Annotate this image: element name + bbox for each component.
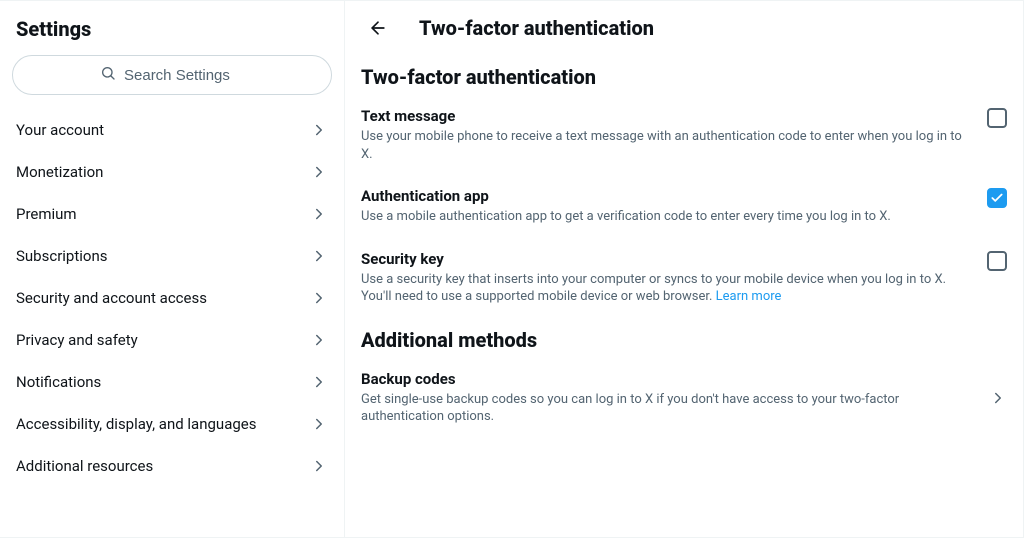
sidebar-item-label: Your account — [16, 121, 104, 139]
nav-item-description: Get single-use backup codes so you can l… — [361, 391, 977, 426]
main-header: Two-factor authentication — [345, 1, 1023, 53]
sidebar-title: Settings — [0, 13, 344, 51]
sidebar-item-notifications[interactable]: Notifications — [0, 361, 344, 403]
sidebar-item-label: Accessibility, display, and languages — [16, 415, 256, 433]
chevron-right-icon — [310, 121, 328, 139]
chevron-right-icon — [310, 205, 328, 223]
nav-backup-codes[interactable]: Backup codes Get single-use backup codes … — [345, 356, 1023, 436]
search-settings-input-wrap[interactable] — [12, 55, 332, 95]
option-description: Use a mobile authentication app to get a… — [361, 208, 975, 226]
option-title: Text message — [361, 107, 975, 125]
search-settings-input[interactable] — [124, 67, 244, 84]
sidebar-item-your-account[interactable]: Your account — [0, 109, 344, 151]
sidebar-item-label: Security and account access — [16, 289, 207, 307]
back-button[interactable] — [361, 11, 395, 45]
chevron-right-icon — [310, 415, 328, 433]
sidebar-item-additional-resources[interactable]: Additional resources — [0, 445, 344, 487]
option-title: Security key — [361, 250, 975, 268]
sidebar-item-subscriptions[interactable]: Subscriptions — [0, 235, 344, 277]
chevron-right-icon — [310, 247, 328, 265]
chevron-right-icon — [310, 373, 328, 391]
sidebar-item-premium[interactable]: Premium — [0, 193, 344, 235]
option-description: Use your mobile phone to receive a text … — [361, 128, 975, 163]
option-text-message: Text message Use your mobile phone to rec… — [345, 93, 1023, 173]
page-title: Two-factor authentication — [419, 16, 654, 40]
settings-sidebar: Settings Your account Monetization Premium… — [0, 1, 345, 537]
chevron-right-icon — [310, 163, 328, 181]
sidebar-item-label: Premium — [16, 205, 77, 223]
nav-item-title: Backup codes — [361, 370, 977, 388]
section-title: Two-factor authentication — [345, 53, 1023, 93]
chevron-right-icon — [310, 289, 328, 307]
option-title: Authentication app — [361, 187, 975, 205]
text-message-checkbox[interactable] — [987, 108, 1007, 128]
sidebar-item-label: Subscriptions — [16, 247, 107, 265]
sidebar-item-label: Notifications — [16, 373, 101, 391]
sidebar-item-monetization[interactable]: Monetization — [0, 151, 344, 193]
section-title: Additional methods — [345, 316, 1023, 356]
sidebar-item-accessibility[interactable]: Accessibility, display, and languages — [0, 403, 344, 445]
sidebar-item-label: Monetization — [16, 163, 103, 181]
main-panel: Two-factor authentication Two-factor aut… — [345, 1, 1024, 537]
sidebar-item-privacy-safety[interactable]: Privacy and safety — [0, 319, 344, 361]
sidebar-item-security-access[interactable]: Security and account access — [0, 277, 344, 319]
sidebar-item-label: Additional resources — [16, 457, 153, 475]
chevron-right-icon — [310, 331, 328, 349]
option-security-key: Security key Use a security key that inse… — [345, 236, 1023, 316]
option-description: Use a security key that inserts into you… — [361, 271, 975, 306]
learn-more-link[interactable]: Learn more — [716, 289, 782, 304]
authentication-app-checkbox[interactable] — [987, 188, 1007, 208]
chevron-right-icon — [310, 457, 328, 475]
search-icon — [100, 65, 116, 85]
sidebar-item-label: Privacy and safety — [16, 331, 138, 349]
option-authentication-app: Authentication app Use a mobile authentic… — [345, 173, 1023, 236]
security-key-checkbox[interactable] — [987, 251, 1007, 271]
sidebar-menu: Your account Monetization Premium Subscript… — [0, 109, 344, 487]
chevron-right-icon — [989, 389, 1007, 407]
